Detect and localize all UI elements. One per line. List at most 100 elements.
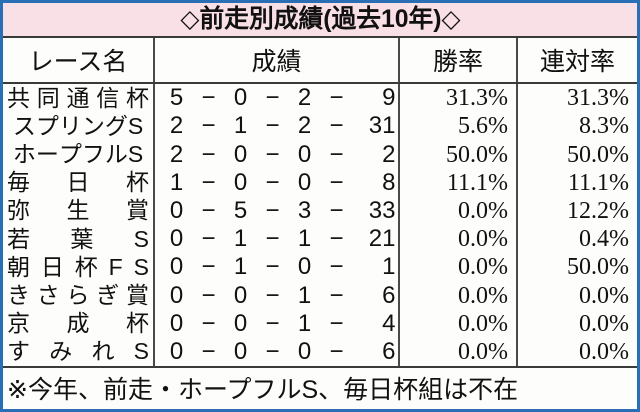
place-rate-cell: 50.0%: [567, 141, 629, 168]
record-value: 2: [169, 112, 184, 140]
record-separator: −: [201, 140, 216, 168]
win-rate-cell: 50.0%: [446, 141, 508, 168]
record-separator: −: [265, 84, 280, 112]
record-value: 0: [297, 337, 312, 365]
place-rate-cell: 0.4%: [579, 226, 629, 253]
record-value: 0: [297, 168, 312, 196]
record-value: 1: [297, 309, 312, 337]
record-cell: 0−5−3−33: [155, 197, 398, 225]
race-name-label: 京成杯: [7, 310, 149, 337]
record-separator: −: [201, 225, 216, 253]
record-separator: −: [329, 112, 344, 140]
record-value: 2: [382, 140, 396, 168]
record-value: 0: [233, 140, 248, 168]
race-name-label: 共同通信杯: [7, 84, 149, 111]
win-rate-cell: 5.6%: [458, 113, 508, 140]
record-value: 31: [368, 112, 396, 140]
record-value: 1: [233, 112, 248, 140]
win-rate-cell: 0.0%: [458, 310, 508, 337]
race-name-label: きさらぎ賞: [7, 282, 149, 309]
record-separator: −: [201, 196, 216, 224]
column-header-win-rate: 勝率: [400, 38, 518, 82]
record-value: 21: [368, 225, 396, 253]
column-header-place-rate: 連対率: [518, 38, 637, 82]
record-value: 1: [233, 253, 248, 281]
record-separator: −: [265, 225, 280, 253]
table-row: 弥生賞: [3, 197, 153, 225]
table-row: きさらぎ賞: [3, 281, 153, 309]
table-row: 共同通信杯: [3, 84, 153, 112]
record-value: 0: [233, 281, 248, 309]
record-value: 0: [169, 337, 184, 365]
table-row: 毎日杯: [3, 169, 153, 197]
place-rate-cell: 50.0%: [567, 254, 629, 281]
record-value: 2: [297, 112, 312, 140]
record-separator: −: [329, 309, 344, 337]
win-rate-cell: 0.0%: [458, 254, 508, 281]
record-separator: −: [201, 337, 216, 365]
record-cell: 2−0−0−2: [155, 140, 398, 168]
record-value: 5: [233, 196, 248, 224]
record-separator: −: [265, 337, 280, 365]
record-separator: −: [265, 140, 280, 168]
record-separator: −: [265, 168, 280, 196]
page-title: ◇前走別成績(過去10年)◇: [179, 5, 461, 33]
record-separator: −: [265, 253, 280, 281]
place-rate-cell: 12.2%: [567, 197, 629, 224]
race-name-label: 毎日杯: [7, 169, 149, 196]
record-separator: −: [201, 112, 216, 140]
record-separator: −: [329, 84, 344, 112]
table-title-band: ◇前走別成績(過去10年)◇: [3, 3, 637, 38]
record-value: 0: [233, 337, 248, 365]
column-records: 5−0−2−9 2−1−2−31 2−0−0−2 1−0−0−8 0−5−3−33 0−1…: [155, 84, 400, 366]
record-value: 0: [233, 309, 248, 337]
record-value: 1: [297, 225, 312, 253]
record-cell: 1−0−0−8: [155, 169, 398, 197]
win-rate-cell: 0.0%: [458, 282, 508, 309]
place-rate-cell: 0.0%: [579, 310, 629, 337]
place-rate-cell: 31.3%: [567, 85, 629, 112]
record-value: 4: [382, 309, 396, 337]
record-value: 0: [297, 253, 312, 281]
win-rate-cell: 31.3%: [446, 85, 508, 112]
record-separator: −: [265, 281, 280, 309]
record-value: 2: [169, 140, 184, 168]
record-value: 1: [297, 281, 312, 309]
place-rate-cell: 8.3%: [579, 113, 629, 140]
table-row: 京成杯: [3, 310, 153, 338]
record-separator: −: [329, 196, 344, 224]
column-win-rates: 31.3% 5.6% 50.0% 11.1% 0.0% 0.0% 0.0% 0.0% 0.0% 0…: [400, 84, 518, 366]
record-value: 0: [169, 309, 184, 337]
record-separator: −: [329, 281, 344, 309]
record-value: 3: [297, 196, 312, 224]
record-separator: −: [265, 309, 280, 337]
column-header-race: レース名: [3, 38, 155, 82]
record-value: 0: [169, 225, 184, 253]
record-separator: −: [329, 168, 344, 196]
win-rate-cell: 0.0%: [458, 197, 508, 224]
table-header-row: レース名 成績 勝率 連対率: [3, 38, 637, 84]
footer-note: ※今年、前走・ホープフルS、毎日杯組は不在: [3, 368, 637, 408]
win-rate-cell: 0.0%: [458, 338, 508, 365]
record-value: 6: [382, 281, 396, 309]
record-separator: −: [201, 309, 216, 337]
record-value: 0: [169, 196, 184, 224]
record-cell: 0−0−1−4: [155, 310, 398, 338]
place-rate-cell: 0.0%: [579, 338, 629, 365]
record-cell: 0−1−0−1: [155, 253, 398, 281]
record-value: 0: [169, 281, 184, 309]
record-cell: 0−1−1−21: [155, 225, 398, 253]
record-value: 0: [233, 168, 248, 196]
record-value: 1: [169, 168, 184, 196]
record-separator: −: [265, 112, 280, 140]
